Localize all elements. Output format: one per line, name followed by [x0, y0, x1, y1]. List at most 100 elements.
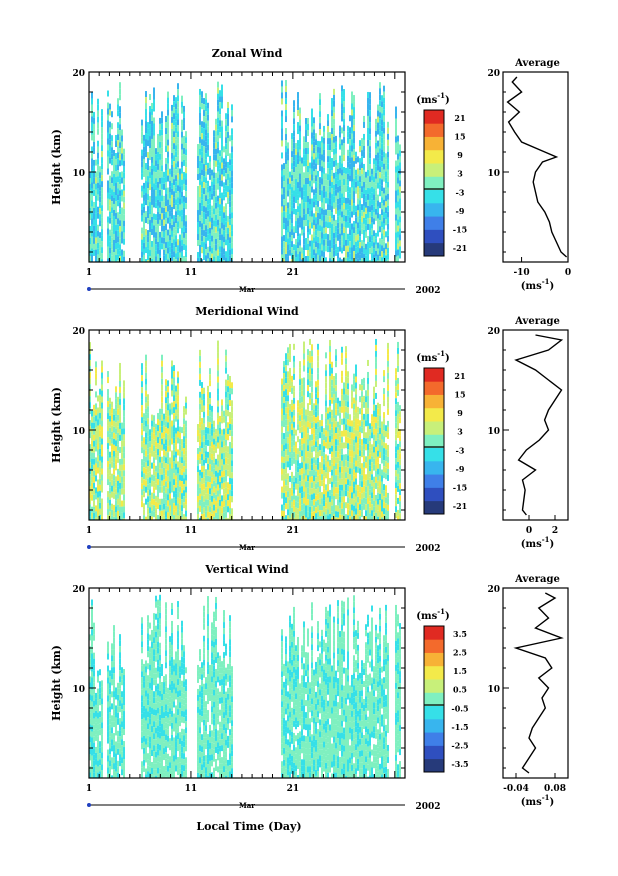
field-cell [211, 187, 213, 194]
field-cell [209, 494, 211, 501]
field-cell [303, 461, 305, 468]
field-cell [327, 467, 329, 474]
field-cell [371, 174, 373, 181]
field-cell [305, 202, 307, 209]
field-cell [325, 418, 327, 425]
field-cell [291, 507, 293, 514]
field-cell [89, 360, 91, 367]
field-cell [381, 113, 383, 120]
field-cell [341, 193, 343, 200]
field-cell [171, 462, 173, 469]
field-cell [387, 187, 389, 194]
field-cell [337, 174, 339, 181]
field-cell [299, 379, 301, 386]
field-cell [153, 87, 155, 94]
field-cell [149, 166, 151, 173]
field-cell [115, 422, 117, 429]
month-label: Mar [239, 285, 255, 294]
field-cell [225, 125, 227, 132]
field-cell [223, 428, 225, 435]
field-cell [109, 451, 111, 458]
field-cell [231, 170, 233, 177]
field-cell [333, 214, 335, 221]
field-cell [347, 251, 349, 258]
field-cell [149, 477, 151, 484]
field-cell [221, 465, 223, 472]
field-cell [379, 106, 381, 113]
field-cell [343, 125, 345, 132]
field-cell [219, 96, 221, 103]
field-cell [371, 252, 373, 259]
field-cell [297, 242, 299, 249]
field-cell [355, 388, 357, 395]
field-cell [161, 243, 163, 250]
field-cell [297, 128, 299, 135]
field-cell [331, 140, 333, 147]
field-cell [299, 191, 301, 198]
field-cell [313, 463, 315, 470]
field-cell [369, 194, 371, 201]
field-cell [95, 391, 97, 398]
field-cell [363, 485, 365, 492]
field-cell [321, 432, 323, 439]
field-cell [313, 505, 315, 512]
field-cell [143, 194, 145, 201]
field-cell [335, 147, 337, 154]
field-cell [335, 385, 337, 392]
field-cell [153, 457, 155, 464]
field-cell [345, 442, 347, 449]
field-cell [367, 157, 369, 164]
field-cell [315, 429, 317, 436]
field-cell [299, 119, 301, 126]
field-cell [211, 211, 213, 218]
field-cell [303, 419, 305, 426]
field-cell [111, 449, 113, 456]
field-cell [333, 232, 335, 239]
field-cell [211, 435, 213, 442]
field-cell [115, 476, 117, 483]
field-cell [201, 175, 203, 182]
field-cell [331, 499, 333, 506]
field-cell [229, 189, 231, 196]
field-cell [325, 472, 327, 479]
field-cell [113, 191, 115, 198]
field-cell [363, 145, 365, 152]
field-cell [353, 457, 355, 464]
field-cell [285, 377, 287, 384]
field-cell [291, 175, 293, 182]
field-cell [353, 101, 355, 108]
field-cell [123, 428, 125, 435]
field-cell [221, 204, 223, 211]
field-cell [371, 474, 373, 481]
field-cell [291, 375, 293, 382]
field-cell [165, 445, 167, 452]
field-cell [153, 469, 155, 476]
field-cell [377, 516, 379, 520]
field-cell [217, 388, 219, 395]
field-cell [373, 512, 375, 519]
field-cell [289, 403, 291, 410]
field-cell [297, 466, 299, 473]
field-cell [335, 475, 337, 482]
field-cell [369, 146, 371, 153]
field-cell [355, 223, 357, 230]
field-cell [373, 494, 375, 501]
field-cell [351, 253, 353, 260]
field-cell [185, 227, 187, 234]
field-cell [227, 215, 229, 222]
field-cell [395, 166, 397, 173]
field-cell [179, 486, 181, 493]
field-cell [169, 403, 171, 410]
field-cell [335, 237, 337, 244]
field-cell [373, 446, 375, 453]
field-cell [149, 94, 151, 101]
field-cell [387, 175, 389, 182]
field-cell [111, 485, 113, 492]
field-cell [207, 511, 209, 518]
field-cell [315, 465, 317, 472]
field-cell [173, 395, 175, 402]
field-cell [365, 420, 367, 427]
field-cell [99, 220, 101, 227]
field-cell [227, 179, 229, 186]
field-cell [143, 437, 145, 444]
